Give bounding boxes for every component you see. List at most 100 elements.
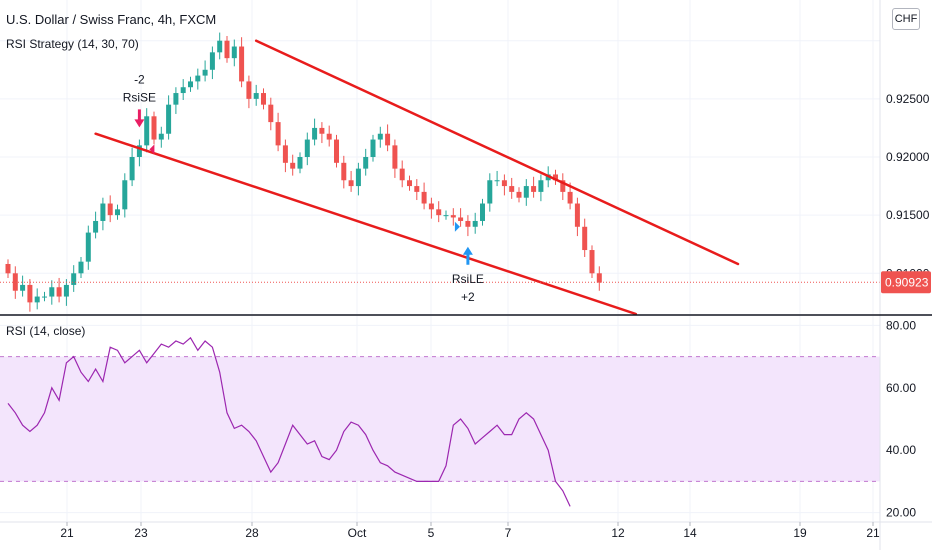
rsi-legend[interactable]: RSI (14, close) xyxy=(6,324,86,338)
candle-body xyxy=(246,81,252,99)
candle-body xyxy=(136,145,142,157)
candle-body xyxy=(34,296,40,303)
signal-text: RsiSE xyxy=(123,90,156,104)
long-entry-arrow xyxy=(462,246,473,265)
candle-body xyxy=(27,284,33,303)
candle-body xyxy=(487,180,493,204)
candle-body xyxy=(509,186,515,192)
time-tick-label: 28 xyxy=(245,526,259,540)
candle-body xyxy=(239,46,245,82)
time-tick-label: 19 xyxy=(793,526,807,540)
lower-channel-line xyxy=(94,132,638,316)
candle-body xyxy=(78,261,84,274)
candle-body xyxy=(224,40,230,59)
candle-body xyxy=(209,52,215,70)
signal-text: -2 xyxy=(134,72,145,86)
candle-body xyxy=(363,157,369,169)
candle-body xyxy=(195,75,201,82)
candle-body xyxy=(465,220,471,227)
time-tick-label: 23 xyxy=(134,526,148,540)
strategy-legend[interactable]: RSI Strategy (14, 30, 70) xyxy=(6,37,139,51)
candle-body xyxy=(377,133,383,140)
candle-body xyxy=(567,191,573,204)
short-entry-arrow xyxy=(134,109,145,128)
candle-body xyxy=(480,203,485,221)
price-tick-label: 0.91500 xyxy=(886,208,930,222)
candle-body xyxy=(560,180,566,192)
time-tick-label: 7 xyxy=(505,526,512,540)
candle-body xyxy=(268,104,274,123)
candle-body xyxy=(253,93,259,99)
candle-body xyxy=(348,180,354,187)
candle-body xyxy=(421,191,427,204)
candle-body xyxy=(538,180,544,192)
candle-body xyxy=(582,226,588,251)
candle-body xyxy=(20,284,26,291)
rsi-tick-label: 20.00 xyxy=(886,506,916,520)
candle-body xyxy=(407,180,412,187)
candle-body xyxy=(56,287,62,297)
time-tick-label: 21 xyxy=(60,526,74,540)
candle-body xyxy=(166,104,172,134)
candle-body xyxy=(188,81,193,88)
rsi-tick-label: 60.00 xyxy=(886,381,916,395)
candle-body xyxy=(93,220,99,233)
rsi-tick-label: 40.00 xyxy=(886,443,916,457)
candle-body xyxy=(450,215,456,218)
candle-body xyxy=(553,174,558,181)
symbol-title: U.S. Dollar / Swiss Franc, 4h, FXCM xyxy=(6,12,217,27)
candle-body xyxy=(501,180,507,187)
candle-body xyxy=(282,145,288,163)
candle-body xyxy=(63,284,69,297)
candle-body xyxy=(319,127,325,134)
candle-body xyxy=(173,93,179,105)
candle-body xyxy=(355,168,361,187)
time-tick-label: 14 xyxy=(683,526,697,540)
candle-body xyxy=(297,157,303,169)
candle-body xyxy=(275,122,281,146)
time-tick-label: 5 xyxy=(428,526,435,540)
candle-body xyxy=(436,209,442,216)
signal-text: +2 xyxy=(461,290,475,304)
time-tick-label: 12 xyxy=(611,526,625,540)
price-tick-label: 0.92000 xyxy=(886,150,930,164)
rsi-tick-label: 80.00 xyxy=(886,318,916,332)
last-price-badge xyxy=(881,271,931,294)
candle-body xyxy=(523,186,529,198)
candle-body xyxy=(531,186,537,192)
candle-body xyxy=(85,232,91,262)
candle-body xyxy=(71,273,77,285)
candle-body xyxy=(399,168,405,181)
rsi-line xyxy=(7,336,571,507)
time-tick-label: Oct xyxy=(348,526,367,540)
candle-body xyxy=(180,87,186,94)
candle-body xyxy=(312,127,318,140)
rsi-band xyxy=(0,356,880,482)
candle-body xyxy=(414,186,420,192)
candle-body xyxy=(144,116,150,146)
candle-body xyxy=(341,162,347,181)
price-tick-label: 0.92500 xyxy=(886,92,930,106)
last-price-label: 0.90923 xyxy=(885,275,929,289)
candle-body xyxy=(326,133,332,140)
candle-body xyxy=(202,69,208,76)
candle-body xyxy=(472,220,478,227)
candle-body xyxy=(158,133,164,140)
currency-button[interactable]: CHF xyxy=(892,8,920,30)
candle-body xyxy=(231,46,237,59)
candle-body xyxy=(107,203,113,216)
candle-body xyxy=(589,250,595,274)
candle-body xyxy=(516,191,522,198)
candle-body xyxy=(122,180,128,210)
candle-body xyxy=(370,139,376,157)
candle-body xyxy=(494,180,500,182)
candle-body xyxy=(5,263,11,274)
candle-body xyxy=(458,217,464,221)
candle-body xyxy=(217,40,223,53)
candle-body xyxy=(290,162,296,169)
candle-body xyxy=(115,209,120,216)
candle-body xyxy=(42,296,47,298)
time-tick-label: 21 xyxy=(866,526,880,540)
upper-channel-line xyxy=(254,39,740,266)
